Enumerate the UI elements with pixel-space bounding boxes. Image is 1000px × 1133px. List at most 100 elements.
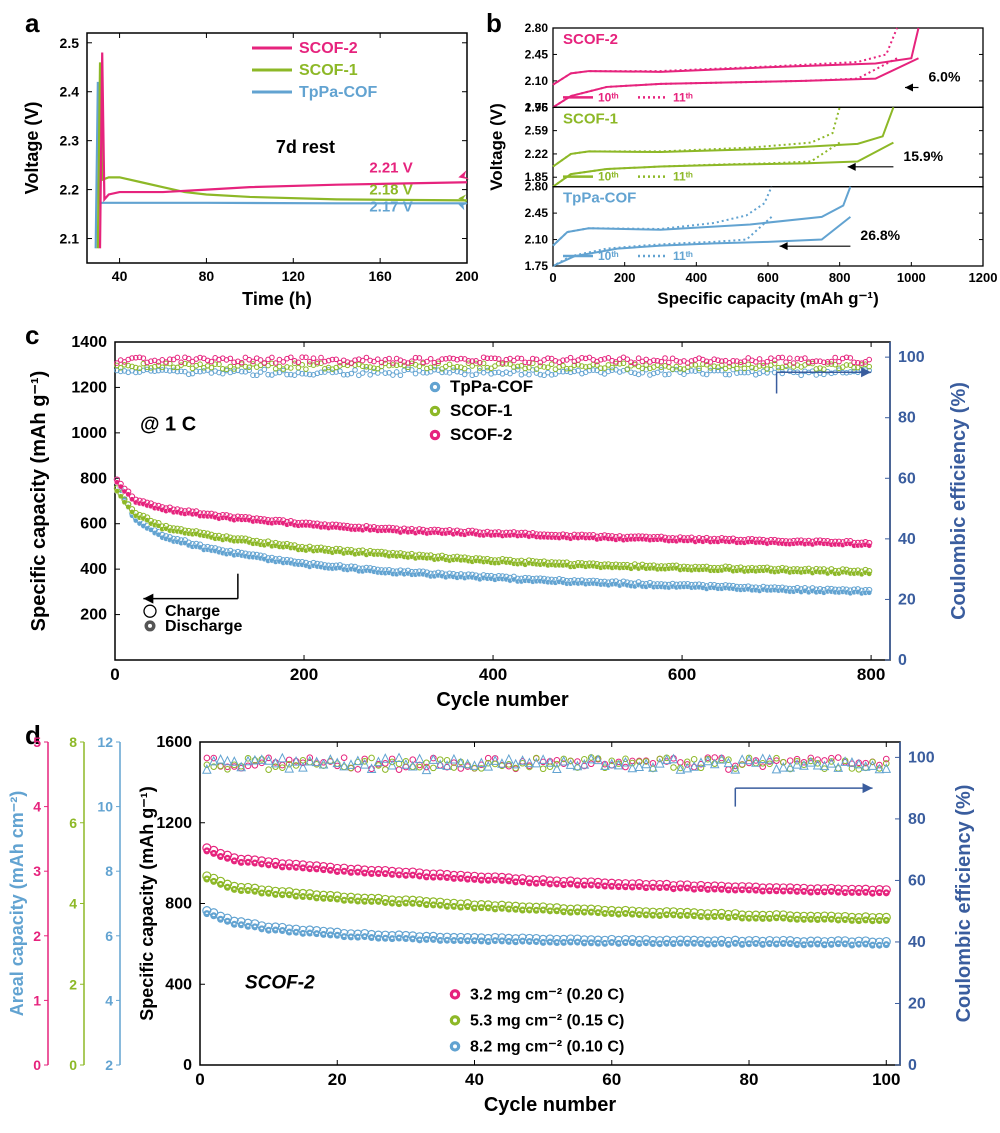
svg-text:0: 0 — [69, 1057, 77, 1073]
svg-text:2.10: 2.10 — [525, 233, 549, 247]
svg-text:800: 800 — [165, 896, 192, 913]
svg-text:10ᵗʰ: 10ᵗʰ — [598, 90, 619, 104]
svg-text:11ᵗʰ: 11ᵗʰ — [673, 170, 693, 184]
svg-text:2.80: 2.80 — [525, 180, 549, 194]
svg-text:100: 100 — [872, 1070, 900, 1089]
svg-text:Specific capacity (mAh g⁻¹): Specific capacity (mAh g⁻¹) — [657, 289, 879, 308]
svg-text:Voltage (V): Voltage (V) — [22, 102, 42, 195]
svg-text:400: 400 — [685, 270, 707, 285]
svg-text:1: 1 — [33, 992, 41, 1008]
svg-text:8: 8 — [105, 863, 113, 879]
svg-text:40: 40 — [908, 934, 926, 951]
svg-text:2.22: 2.22 — [525, 147, 549, 161]
svg-text:10ᵗʰ: 10ᵗʰ — [598, 170, 619, 184]
svg-text:200: 200 — [290, 665, 318, 684]
svg-text:2.96: 2.96 — [525, 100, 549, 114]
svg-text:2.2: 2.2 — [60, 182, 80, 198]
svg-text:4: 4 — [105, 992, 113, 1008]
svg-text:40: 40 — [898, 531, 916, 548]
svg-text:6: 6 — [105, 928, 113, 944]
panel-c-chart: 0200400600800200400600800100012001400020… — [10, 320, 990, 720]
svg-text:200: 200 — [455, 268, 479, 284]
svg-text:4: 4 — [69, 896, 77, 912]
svg-text:0: 0 — [110, 665, 119, 684]
svg-text:12: 12 — [97, 734, 113, 750]
panel-b-chart: 1.752.102.452.80SCOF-26.0%10ᵗʰ11ᵗʰ1.852.… — [488, 8, 998, 318]
svg-text:11ᵗʰ: 11ᵗʰ — [673, 249, 693, 263]
svg-text:1600: 1600 — [156, 734, 192, 751]
svg-text:10: 10 — [97, 799, 113, 815]
svg-text:10ᵗʰ: 10ᵗʰ — [598, 249, 619, 263]
svg-text:100: 100 — [908, 749, 935, 766]
svg-text:120: 120 — [282, 268, 306, 284]
svg-text:20: 20 — [908, 995, 926, 1012]
svg-text:20: 20 — [328, 1070, 347, 1089]
svg-text:26.8%: 26.8% — [860, 227, 900, 243]
svg-text:200: 200 — [80, 607, 107, 624]
svg-text:Areal capacity (mAh cm⁻²): Areal capacity (mAh cm⁻²) — [7, 791, 27, 1017]
svg-text:1200: 1200 — [156, 815, 192, 832]
svg-text:6.0%: 6.0% — [929, 69, 961, 85]
svg-text:Time (h): Time (h) — [242, 289, 312, 309]
svg-text:SCOF-2: SCOF-2 — [450, 425, 512, 444]
svg-text:0: 0 — [195, 1070, 204, 1089]
svg-text:2.3: 2.3 — [60, 133, 80, 149]
svg-text:2.4: 2.4 — [60, 84, 80, 100]
svg-text:2.45: 2.45 — [525, 206, 549, 220]
svg-text:5.3 mg cm⁻² (0.15 C): 5.3 mg cm⁻² (0.15 C) — [470, 1012, 624, 1029]
svg-text:800: 800 — [829, 270, 851, 285]
svg-text:SCOF-2: SCOF-2 — [245, 972, 315, 993]
svg-text:SCOF-1: SCOF-1 — [563, 110, 618, 127]
svg-text:Coulombic efficiency (%): Coulombic efficiency (%) — [948, 382, 970, 620]
svg-text:2: 2 — [105, 1057, 113, 1073]
svg-text:2.5: 2.5 — [60, 35, 80, 51]
svg-text:40: 40 — [465, 1070, 484, 1089]
svg-text:2: 2 — [69, 976, 77, 992]
svg-text:80: 80 — [908, 811, 926, 828]
svg-text:8.2 mg cm⁻² (0.10 C): 8.2 mg cm⁻² (0.10 C) — [470, 1038, 624, 1055]
svg-text:2.45: 2.45 — [525, 47, 549, 61]
svg-text:1.75: 1.75 — [525, 259, 549, 273]
svg-text:1200: 1200 — [969, 270, 998, 285]
svg-text:0: 0 — [549, 270, 556, 285]
svg-text:60: 60 — [602, 1070, 621, 1089]
svg-text:2.1: 2.1 — [60, 231, 80, 247]
svg-text:600: 600 — [668, 665, 696, 684]
svg-text:Discharge: Discharge — [165, 618, 242, 635]
svg-text:80: 80 — [898, 410, 916, 427]
svg-text:@ 1 C: @ 1 C — [140, 414, 196, 436]
svg-text:0: 0 — [183, 1057, 192, 1074]
svg-text:0: 0 — [908, 1057, 917, 1074]
svg-text:SCOF-1: SCOF-1 — [299, 62, 358, 79]
svg-text:3: 3 — [33, 863, 41, 879]
svg-text:200: 200 — [614, 270, 636, 285]
svg-text:Voltage (V): Voltage (V) — [488, 103, 506, 191]
svg-text:TpPa-COF: TpPa-COF — [563, 190, 636, 207]
panel-a-chart: 40 80 120 160 200 2.1 2.2 2.3 2.4 2.5 Time (h) Volt… — [12, 8, 482, 318]
svg-text:SCOF-2: SCOF-2 — [299, 40, 358, 57]
svg-text:2.10: 2.10 — [525, 74, 549, 88]
svg-text:1200: 1200 — [71, 379, 107, 396]
svg-text:60: 60 — [908, 872, 926, 889]
svg-text:2.59: 2.59 — [525, 124, 549, 138]
svg-text:3.2 mg cm⁻² (0.20 C): 3.2 mg cm⁻² (0.20 C) — [470, 986, 624, 1003]
svg-text:15.9%: 15.9% — [903, 148, 943, 164]
svg-text:1400: 1400 — [71, 334, 107, 351]
svg-text:800: 800 — [80, 470, 107, 487]
svg-text:40: 40 — [112, 268, 128, 284]
svg-text:Cycle number: Cycle number — [436, 689, 568, 711]
svg-text:1000: 1000 — [897, 270, 926, 285]
svg-text:SCOF-2: SCOF-2 — [563, 31, 618, 48]
svg-text:160: 160 — [368, 268, 392, 284]
svg-text:Cycle number: Cycle number — [484, 1094, 616, 1116]
svg-text:1000: 1000 — [71, 425, 107, 442]
svg-text:2.18 V: 2.18 V — [369, 181, 412, 198]
svg-text:0: 0 — [33, 1057, 41, 1073]
svg-text:20: 20 — [898, 591, 916, 608]
svg-text:600: 600 — [757, 270, 779, 285]
svg-text:5: 5 — [33, 734, 41, 750]
svg-text:80: 80 — [740, 1070, 759, 1089]
panel-d-chart: 020406080100040080012001600020406080100C… — [5, 720, 995, 1128]
svg-text:60: 60 — [898, 470, 916, 487]
svg-text:80: 80 — [199, 268, 215, 284]
